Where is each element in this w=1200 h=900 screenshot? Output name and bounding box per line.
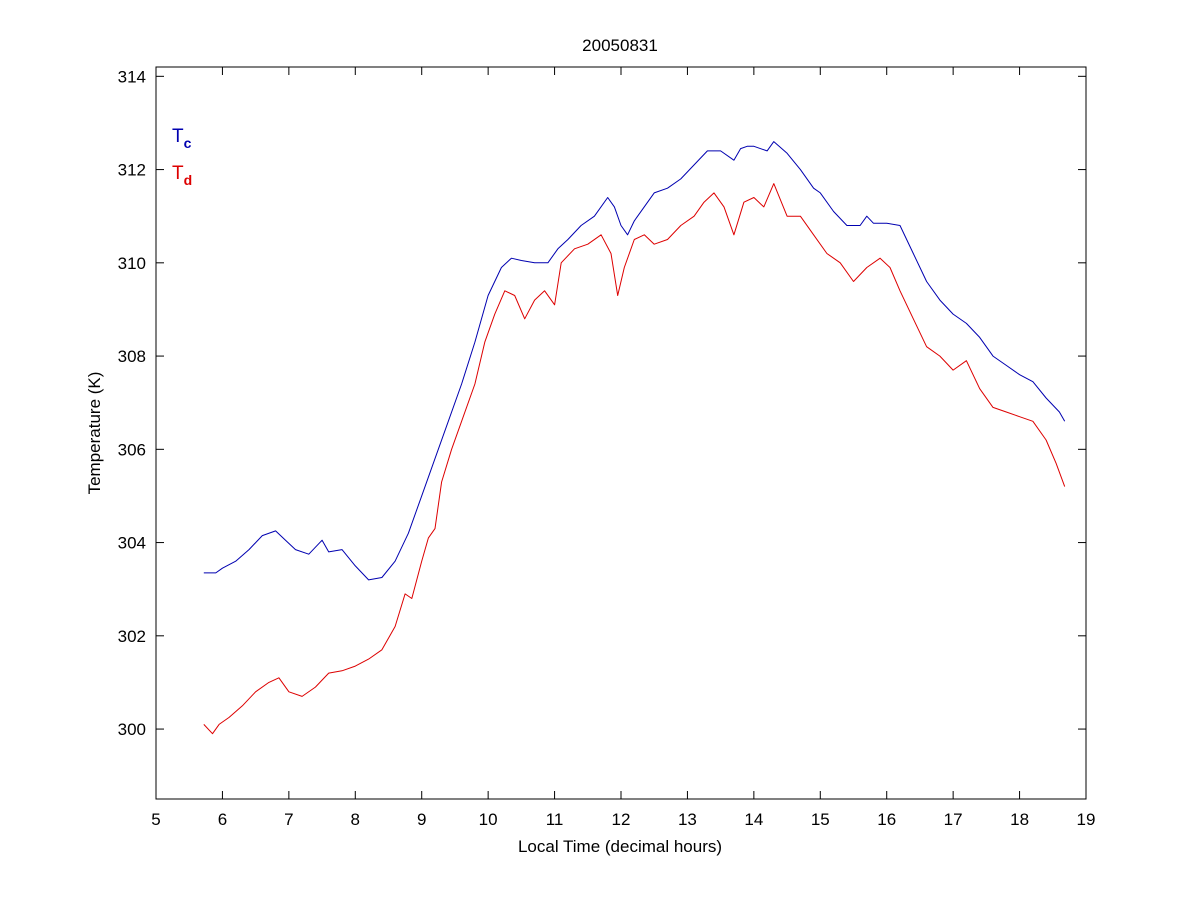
legend-sub-td: d [184, 172, 193, 188]
legend-entry-td: Td [172, 163, 192, 188]
y-tick-label: 308 [118, 347, 146, 366]
x-axis-label: Local Time (decimal hours) [518, 837, 722, 856]
x-axis: 5 6 7 8 9 10 11 12 13 14 15 16 17 18 19 [151, 67, 1095, 829]
y-tick-label: 314 [118, 67, 146, 86]
legend-entry-tc: Tc [172, 126, 192, 151]
y-axis: 300 302 304 306 308 310 312 314 [118, 67, 1086, 739]
x-tick-label: 9 [417, 810, 426, 829]
x-tick-label: 13 [678, 810, 697, 829]
x-tick-label: 6 [218, 810, 227, 829]
series-line-tc [203, 141, 1066, 581]
x-tick-label: 11 [546, 810, 564, 829]
x-tick-label: 16 [877, 810, 896, 829]
legend-label-td: T [172, 163, 184, 184]
x-tick-label: 19 [1077, 810, 1096, 829]
x-tick-label: 17 [944, 810, 963, 829]
x-tick-label: 8 [351, 810, 360, 829]
x-tick-label: 10 [479, 810, 498, 829]
legend-label-tc: T [172, 126, 184, 147]
y-tick-label: 310 [118, 254, 146, 273]
series-layer [203, 141, 1066, 735]
legend-sub-tc: c [184, 135, 192, 151]
x-tick-label: 15 [811, 810, 830, 829]
x-tick-label: 14 [744, 810, 763, 829]
x-tick-label: 5 [151, 810, 160, 829]
y-tick-label: 302 [118, 627, 146, 646]
x-tick-label: 18 [1010, 810, 1029, 829]
series-line-td [203, 183, 1066, 735]
x-tick-label: 7 [284, 810, 293, 829]
chart-title: 20050831 [582, 36, 658, 55]
x-tick-label: 12 [612, 810, 631, 829]
y-tick-label: 300 [118, 720, 146, 739]
y-tick-label: 306 [118, 440, 146, 459]
y-tick-label: 304 [118, 534, 146, 553]
y-tick-label: 312 [118, 161, 146, 180]
legend: Tc Td [172, 126, 192, 188]
y-axis-label: Temperature (K) [85, 372, 104, 495]
